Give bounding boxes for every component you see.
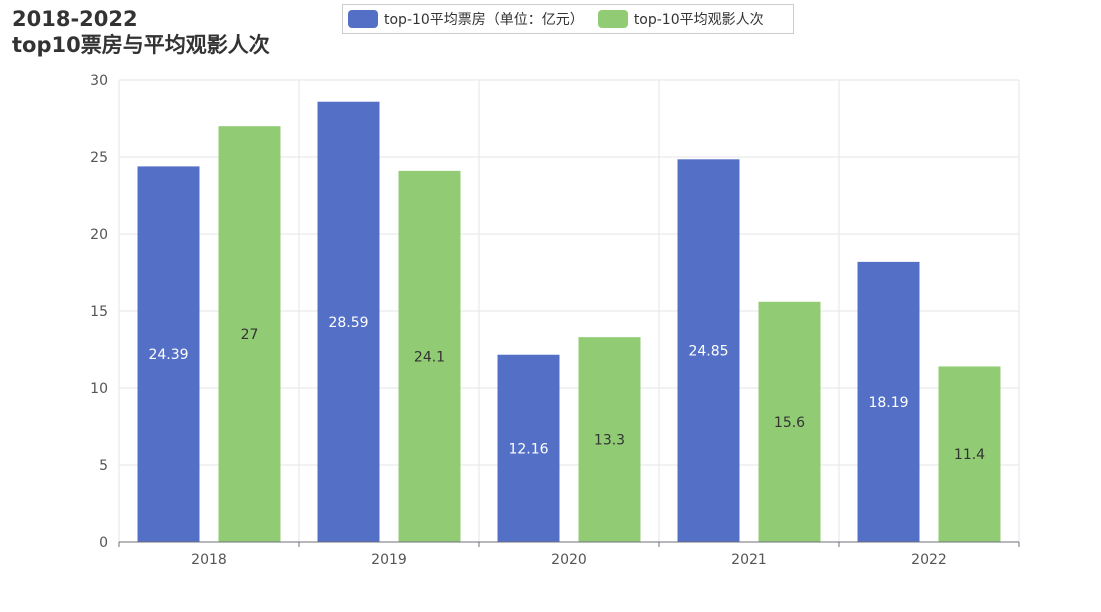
chart-legend: top-10平均票房（单位：亿元） top-10平均观影人次: [342, 4, 794, 34]
chart-title-line2: top10票房与平均观影人次: [12, 33, 270, 57]
bar: [938, 366, 1001, 542]
y-tick-label: 5: [99, 458, 108, 474]
bar: [758, 301, 821, 542]
bar-value-label: 24.1: [414, 349, 445, 365]
legend-item-box-office[interactable]: top-10平均票房（单位：亿元）: [348, 9, 584, 29]
chart-title-line1: 2018-2022: [12, 7, 138, 31]
bar-value-label: 15.6: [774, 415, 805, 431]
y-tick-label: 25: [90, 150, 108, 166]
y-tick-label: 30: [90, 73, 108, 89]
bar: [677, 159, 740, 542]
bar-value-label: 24.85: [688, 344, 728, 360]
y-tick-label: 10: [90, 381, 108, 397]
chart-title: 2018-2022 top10票房与平均观影人次: [12, 6, 270, 58]
bar: [218, 126, 281, 542]
x-tick-label: 2022: [911, 552, 947, 568]
bar-value-label: 11.4: [954, 447, 985, 463]
bar: [398, 170, 461, 543]
bar-value-label: 27: [241, 327, 259, 343]
bar-value-label: 13.3: [594, 433, 625, 449]
bar: [317, 101, 380, 543]
bar-value-label: 18.19: [868, 395, 908, 411]
bar: [137, 166, 200, 543]
y-tick-label: 0: [99, 535, 108, 551]
bar-value-label: 28.59: [328, 315, 368, 331]
x-tick-label: 2018: [191, 552, 227, 568]
bar: [578, 337, 641, 542]
legend-label-attendance: top-10平均观影人次: [633, 12, 764, 28]
x-tick-label: 2019: [371, 552, 407, 568]
bar: [857, 261, 920, 542]
y-tick-label: 20: [90, 227, 108, 243]
bar-value-label: 12.16: [508, 441, 548, 457]
legend-swatch-box-office: [348, 10, 378, 28]
legend-swatch-attendance: [597, 10, 628, 28]
legend-item-attendance[interactable]: top-10平均观影人次: [597, 9, 764, 29]
bar: [497, 354, 560, 542]
legend-label-box-office: top-10平均票房（单位：亿元）: [384, 12, 584, 28]
bar-value-label: 24.39: [148, 347, 188, 363]
x-tick-label: 2021: [731, 552, 767, 568]
x-tick-label: 2020: [551, 552, 587, 568]
y-tick-label: 15: [90, 304, 108, 320]
